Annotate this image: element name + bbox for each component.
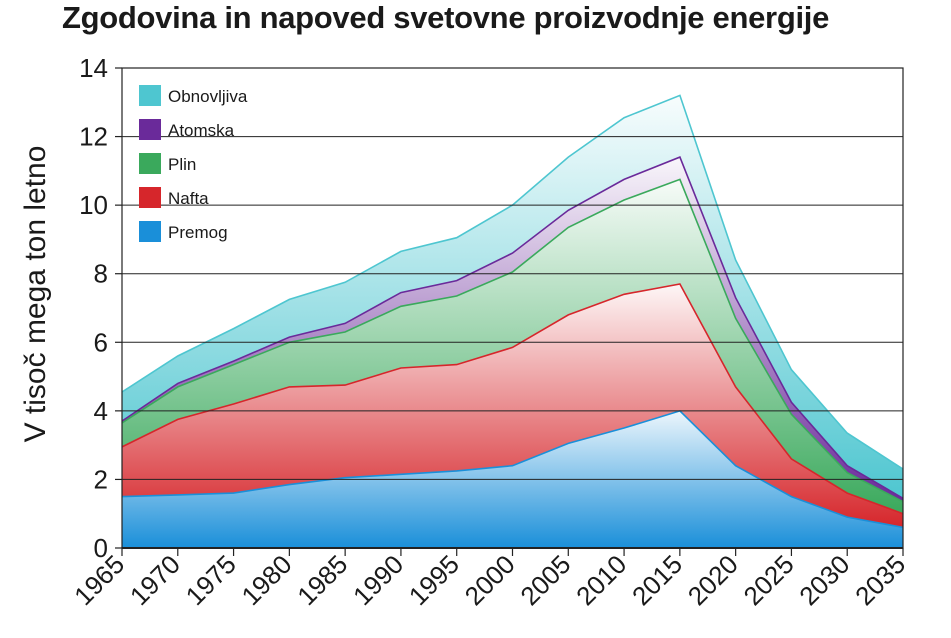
area-atomska bbox=[122, 157, 903, 502]
y-tick-label-12: 12 bbox=[79, 122, 108, 152]
x-tick-label-2020: 2020 bbox=[682, 549, 744, 611]
legend-swatch-premog bbox=[139, 221, 161, 242]
y-tick-label-4: 4 bbox=[94, 396, 108, 426]
y-tick-label-10: 10 bbox=[79, 190, 108, 220]
line-premog bbox=[121, 409, 904, 529]
x-tick-label-2025: 2025 bbox=[738, 549, 800, 611]
legend-label-nafta: Nafta bbox=[168, 189, 209, 208]
legend-swatch-obnovljiva bbox=[139, 85, 161, 106]
x-tick-label-2015: 2015 bbox=[626, 549, 688, 611]
legend-swatch-nafta bbox=[139, 187, 161, 208]
y-tick-label-14: 14 bbox=[79, 53, 108, 83]
legend-label-plin: Plin bbox=[168, 155, 196, 174]
area-obnovljiva bbox=[122, 95, 903, 499]
legend-label-obnovljiva: Obnovljiva bbox=[168, 87, 248, 106]
line-atomska bbox=[121, 156, 904, 499]
x-tick-label-2030: 2030 bbox=[793, 549, 855, 611]
legend-swatch-atomska bbox=[139, 119, 161, 140]
x-tick-label-1985: 1985 bbox=[291, 549, 353, 611]
x-tick-label-1965: 1965 bbox=[68, 549, 130, 611]
x-tick-label-1990: 1990 bbox=[347, 549, 409, 611]
x-tick-label-1995: 1995 bbox=[403, 549, 465, 611]
y-tick-label-8: 8 bbox=[94, 259, 108, 289]
area-nafta bbox=[122, 284, 903, 528]
x-tick-label-1970: 1970 bbox=[124, 549, 186, 611]
legend: Obnovljiva Atomska Plin Nafta Premog bbox=[139, 85, 248, 242]
area-layers bbox=[122, 95, 903, 548]
x-tick-label-1980: 1980 bbox=[235, 549, 297, 611]
x-tick-label-2035: 2035 bbox=[849, 549, 911, 611]
y-ticks: 0 2 4 6 8 10 12 14 bbox=[79, 53, 122, 563]
legend-label-atomska: Atomska bbox=[168, 121, 235, 140]
x-tick-label-2010: 2010 bbox=[570, 549, 632, 611]
line-nafta bbox=[121, 283, 904, 515]
x-tick-label-1975: 1975 bbox=[180, 549, 242, 611]
legend-label-premog: Premog bbox=[168, 223, 228, 242]
y-tick-label-2: 2 bbox=[94, 464, 108, 494]
y-tick-label-0: 0 bbox=[94, 533, 108, 563]
y-tick-label-6: 6 bbox=[94, 327, 108, 357]
x-ticks: 1965197019751980198519901995200020052010… bbox=[68, 548, 911, 611]
line-plin bbox=[121, 178, 904, 503]
chart-title: Zgodovina in napoved svetovne proizvodnj… bbox=[62, 0, 830, 35]
x-tick-label-2005: 2005 bbox=[514, 549, 576, 611]
x-tick-label-2000: 2000 bbox=[459, 549, 521, 611]
gridlines bbox=[122, 136, 903, 480]
legend-swatch-plin bbox=[139, 153, 161, 174]
